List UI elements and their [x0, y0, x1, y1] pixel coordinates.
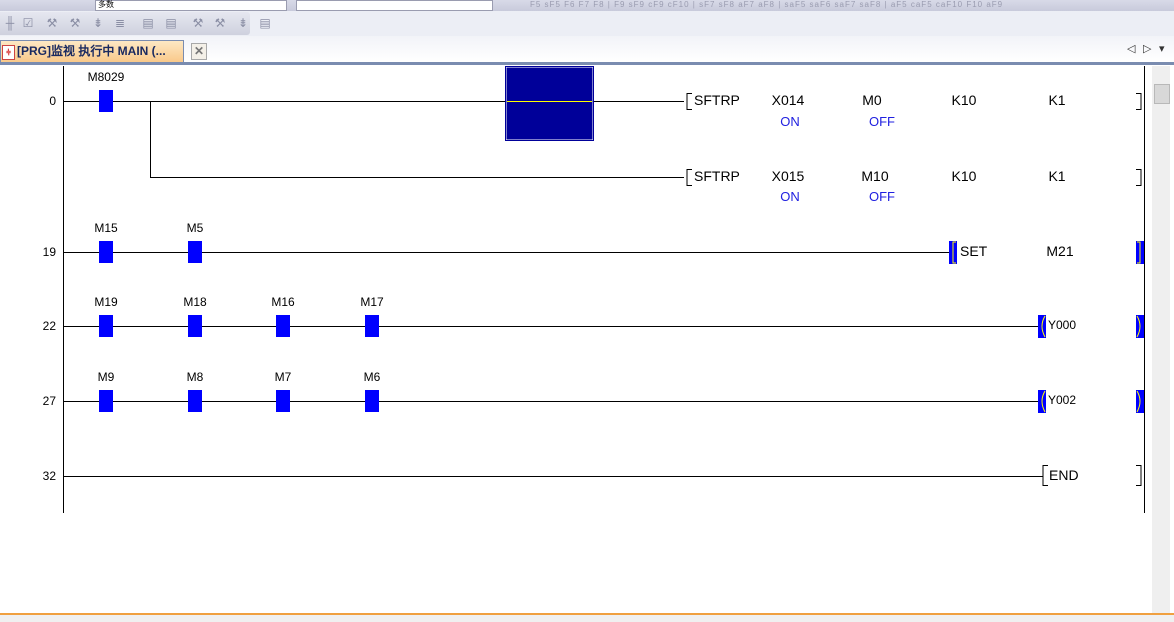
end-instruction: END [1049, 467, 1079, 483]
cursor-outline [505, 66, 594, 141]
tab-prg-main[interactable]: ⫩ [PRG]监视 执行中 MAIN (... ✕ [0, 40, 207, 62]
tool-icon[interactable]: ⚒ [192, 16, 204, 30]
monitor-state: OFF [869, 189, 895, 204]
ladder-diagram[interactable]: 0 19 22 27 32 M8029 M15 M5 M19 M18 M16 M17 M9 M8… [0, 65, 1152, 613]
step-number: 19 [43, 245, 57, 259]
rung-icon[interactable]: ╫ [5, 16, 15, 30]
tool-icon[interactable]: ⚒ [69, 16, 81, 30]
contact[interactable] [99, 241, 113, 263]
contact[interactable] [365, 315, 379, 337]
divider [0, 62, 1174, 65]
instruction-brackets [686, 93, 1142, 486]
instruction-arg: X014 [772, 92, 805, 108]
contact-label: M19 [94, 295, 118, 309]
scrollbar-thumb[interactable] [1154, 84, 1170, 104]
instruction-arg: K1 [1048, 168, 1065, 184]
contact-label: M15 [94, 221, 118, 235]
instruction-op: SFTRP [694, 92, 740, 108]
coil-label: Y002 [1048, 393, 1076, 407]
instruction-arg: M21 [1046, 243, 1073, 259]
tool-icon[interactable]: ⇟ [237, 16, 249, 30]
instruction-arg: K10 [952, 168, 977, 184]
contact[interactable] [188, 390, 202, 412]
contact[interactable] [365, 390, 379, 412]
contact-label: M9 [98, 370, 115, 384]
contact[interactable] [188, 315, 202, 337]
ladder-file-icon: ⫩ [2, 45, 15, 60]
instruction-arg: X015 [772, 168, 805, 184]
contact[interactable] [99, 90, 113, 112]
list-icon[interactable]: ☑ [22, 16, 34, 30]
tool-icon[interactable]: ⚒ [214, 16, 226, 30]
instruction-arg: M10 [861, 168, 888, 184]
step-number: 22 [43, 319, 57, 333]
step-number: 27 [43, 394, 57, 408]
dev-icon[interactable]: ▤ [165, 16, 177, 30]
tool-icon[interactable]: ▤ [259, 16, 271, 30]
status-bar [0, 613, 1174, 622]
ladder-toolbar [0, 12, 250, 35]
tab-label: [PRG]监视 执行中 MAIN (... [17, 44, 166, 58]
monitor-state: OFF [869, 114, 895, 129]
function-key-toolbar[interactable]: F5 sF5 F6 F7 F8 | F9 sF9 cF9 cF10 | sF7 … [530, 0, 1004, 9]
contact[interactable] [276, 390, 290, 412]
combo-box-2[interactable] [296, 0, 493, 11]
insert-icon[interactable]: ⇟ [92, 16, 104, 30]
contact[interactable] [99, 390, 113, 412]
contact-label: M6 [364, 370, 381, 384]
combo-value: 多数 [98, 0, 114, 9]
contact-label: M17 [360, 295, 384, 309]
instruction-arg: K10 [952, 92, 977, 108]
coil-label: Y000 [1048, 318, 1076, 332]
tab-menu-icon[interactable]: ▾ [1159, 43, 1165, 55]
monitor-state: ON [780, 189, 800, 204]
contact-label: M8029 [88, 70, 125, 84]
vertical-scrollbar[interactable] [1152, 66, 1170, 614]
instruction-op: SFTRP [694, 168, 740, 184]
contact-label: M7 [275, 370, 292, 384]
instruction-arg: M0 [862, 92, 882, 108]
monitor-state: ON [780, 114, 800, 129]
close-tab-button[interactable]: ✕ [191, 43, 207, 60]
contact-label: M8 [187, 370, 204, 384]
instruction-op: SET [960, 243, 988, 259]
contact-label: M16 [271, 295, 295, 309]
coil-brackets [1038, 315, 1144, 413]
cursor-box[interactable] [505, 66, 594, 141]
contact[interactable] [99, 315, 113, 337]
contact[interactable] [276, 315, 290, 337]
step-number: 32 [43, 469, 57, 483]
contact[interactable] [188, 241, 202, 263]
list-icon[interactable]: ≣ [114, 16, 126, 30]
contact-label: M5 [187, 221, 204, 235]
step-number: 0 [49, 94, 56, 108]
tab-prev-icon[interactable]: ◁ [1127, 43, 1136, 55]
dev-icon[interactable]: ▤ [142, 16, 154, 30]
instruction-arg: K1 [1048, 92, 1065, 108]
top-toolbar [0, 0, 1174, 11]
tool-icon[interactable]: ⚒ [46, 16, 58, 30]
combo-box[interactable]: 多数 [95, 0, 287, 11]
contact-label: M18 [183, 295, 207, 309]
tab-next-icon[interactable]: ▷ [1143, 43, 1152, 55]
set-instruction-brackets [949, 241, 1144, 264]
